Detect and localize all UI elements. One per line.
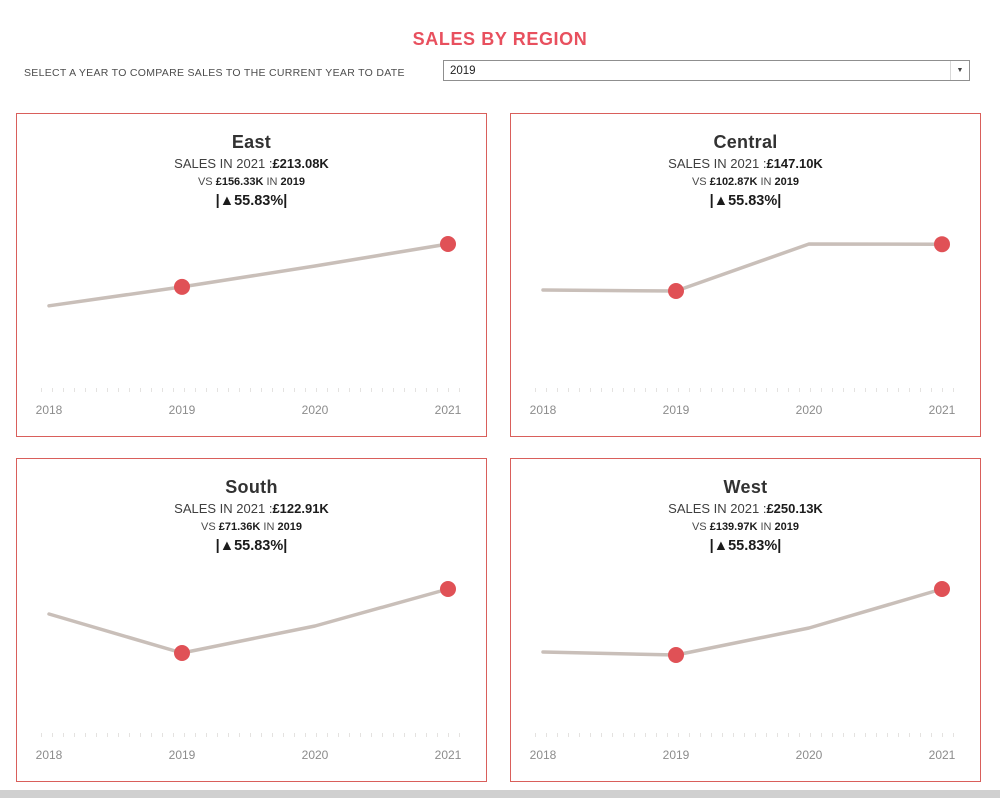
x-tick-label: 2019 (662, 748, 690, 762)
x-tick-label: 2019 (168, 403, 196, 417)
trend-line (541, 587, 944, 657)
chevron-down-icon[interactable]: ▼ (950, 61, 969, 80)
x-tick-label: 2020 (301, 403, 329, 417)
trend-line (47, 587, 450, 655)
sales-compare-line: VS £139.97K IN 2019 (691, 521, 800, 533)
data-point-marker[interactable] (668, 647, 684, 663)
trend-line (47, 242, 450, 308)
sales-current-line: SALES IN 2021 :£213.08K (174, 156, 329, 171)
x-tick-label: 2021 (928, 403, 956, 417)
change-percent-badge: |▲55.83%| (215, 193, 288, 209)
data-point-marker[interactable] (174, 278, 190, 295)
x-tick-label: 2019 (662, 403, 690, 417)
region-title: East (231, 132, 272, 152)
x-tick-label: 2018 (35, 403, 63, 417)
line-chart[interactable] (511, 459, 980, 781)
x-tick-label: 2020 (301, 748, 329, 762)
sales-compare-line: VS £71.36K IN 2019 (201, 521, 302, 533)
line-chart[interactable] (17, 459, 486, 781)
change-percent-badge: |▲55.83%| (709, 538, 782, 554)
panel-header: East SALES IN 2021 :£213.08K VS £156.33K… (17, 132, 486, 209)
sales-current-line: SALES IN 2021 :£147.10K (668, 156, 823, 171)
data-point-marker[interactable] (668, 283, 684, 299)
data-point-marker[interactable] (174, 645, 190, 661)
x-tick-label: 2018 (529, 748, 557, 762)
sales-current-line: SALES IN 2021 :£250.13K (668, 501, 823, 516)
region-title: Central (713, 132, 778, 152)
x-tick-label: 2019 (168, 748, 196, 762)
x-tick-label: 2018 (529, 403, 557, 417)
region-panel-south: South SALES IN 2021 :£122.91K VS £71.36K… (16, 458, 487, 782)
trend-line (541, 242, 944, 293)
region-title: West (723, 477, 768, 497)
sales-compare-line: VS £102.87K IN 2019 (691, 176, 800, 188)
panel-header: Central SALES IN 2021 :£147.10K VS £102.… (511, 132, 980, 209)
x-tick-label: 2020 (795, 748, 823, 762)
data-point-marker[interactable] (440, 236, 456, 252)
line-chart[interactable] (511, 114, 980, 436)
line-chart[interactable] (17, 114, 486, 436)
panel-header: West SALES IN 2021 :£250.13K VS £139.97K… (511, 477, 980, 554)
year-filter-label: SELECT A YEAR TO COMPARE SALES TO THE CU… (24, 67, 405, 79)
horizontal-scrollbar[interactable] (0, 790, 1000, 798)
x-tick-label: 2021 (434, 403, 462, 417)
sales-compare-line: VS £156.33K IN 2019 (197, 176, 306, 188)
region-title: South (225, 477, 278, 497)
x-tick-label: 2020 (795, 403, 823, 417)
x-tick-label: 2021 (434, 748, 462, 762)
data-point-marker[interactable] (934, 236, 950, 253)
change-percent-badge: |▲55.83%| (215, 538, 288, 554)
sales-current-line: SALES IN 2021 :£122.91K (174, 501, 329, 516)
year-select-value: 2019 (450, 64, 476, 77)
year-select-dropdown[interactable]: 2019 ▼ (443, 60, 970, 81)
x-tick-label: 2018 (35, 748, 63, 762)
change-percent-badge: |▲55.83%| (709, 193, 782, 209)
data-point-marker[interactable] (934, 581, 950, 597)
data-point-marker[interactable] (440, 581, 456, 597)
panel-header: South SALES IN 2021 :£122.91K VS £71.36K… (17, 477, 486, 554)
region-panel-east: East SALES IN 2021 :£213.08K VS £156.33K… (16, 113, 487, 437)
region-panel-central: Central SALES IN 2021 :£147.10K VS £102.… (510, 113, 981, 437)
page-title: SALES BY REGION (412, 29, 588, 49)
region-panel-west: West SALES IN 2021 :£250.13K VS £139.97K… (510, 458, 981, 782)
x-tick-label: 2021 (928, 748, 956, 762)
